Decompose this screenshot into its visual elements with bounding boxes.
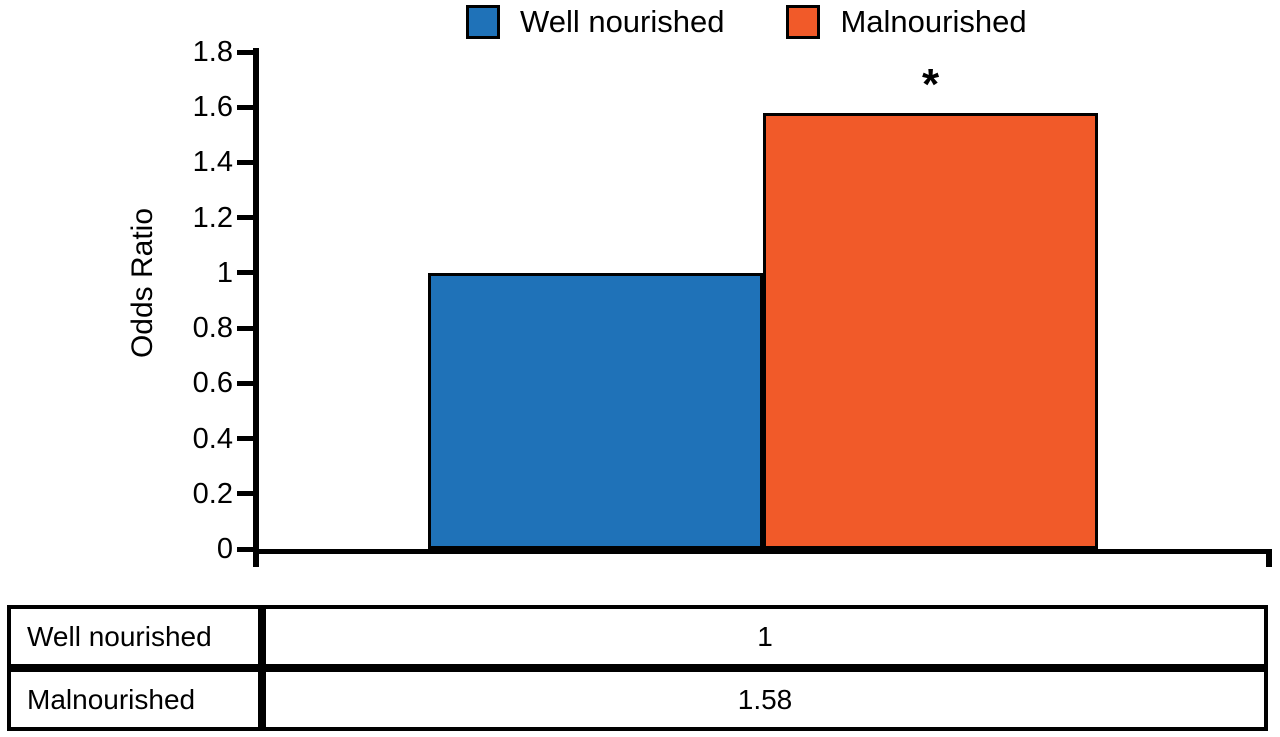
y-tick-label: 0.2 <box>192 477 233 510</box>
y-tick-label: 1.4 <box>192 146 233 179</box>
table-row-label: Well nourished <box>7 605 262 668</box>
y-tick-mark <box>237 491 253 497</box>
bar-malnourished <box>763 112 1098 549</box>
data-table: Well nourished 1 Malnourished 1.58 <box>7 605 1268 731</box>
table-row-label: Malnourished <box>7 668 262 731</box>
legend-swatch-well-nourished <box>466 5 500 39</box>
y-tick-label: 1.2 <box>192 201 233 234</box>
chart-legend: Well nourished Malnourished <box>466 4 1027 40</box>
bar-well-nourished <box>428 272 763 549</box>
table-row-value: 1.58 <box>262 668 1268 731</box>
legend-item-malnourished: Malnourished <box>786 4 1027 40</box>
y-tick-label: 0.4 <box>192 422 233 455</box>
y-tick-mark <box>237 104 253 110</box>
legend-label-well-nourished: Well nourished <box>520 4 725 39</box>
y-tick-mark <box>237 325 253 331</box>
y-tick-mark <box>237 215 253 221</box>
y-tick-mark <box>237 546 253 552</box>
y-tick-label: 0.8 <box>192 312 233 345</box>
y-tick-label: 0.6 <box>192 367 233 400</box>
y-tick-mark <box>237 436 253 442</box>
y-tick-label: 1.6 <box>192 91 233 124</box>
y-tick-mark <box>237 270 253 276</box>
y-tick-mark <box>237 159 253 165</box>
legend-item-well-nourished: Well nourished <box>466 4 724 40</box>
y-axis-line <box>253 48 259 567</box>
legend-swatch-malnourished <box>786 5 821 39</box>
y-tick-mark <box>237 49 253 55</box>
significance-asterisk: * <box>921 59 940 109</box>
x-axis-end-tick <box>1266 549 1272 567</box>
table-row-value: 1 <box>262 605 1268 668</box>
table-row: Malnourished 1.58 <box>7 668 1268 731</box>
legend-label-malnourished: Malnourished <box>840 4 1027 39</box>
x-axis-line <box>253 549 1272 554</box>
y-tick-label: 1 <box>216 256 233 289</box>
y-tick-mark <box>237 380 253 386</box>
y-tick-label: 1.8 <box>192 36 233 68</box>
table-row: Well nourished 1 <box>7 605 1268 668</box>
y-tick-label: 0 <box>216 533 233 565</box>
